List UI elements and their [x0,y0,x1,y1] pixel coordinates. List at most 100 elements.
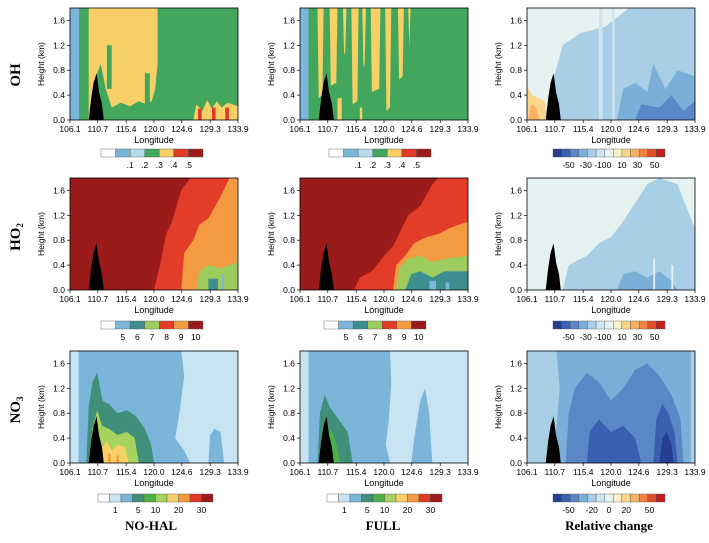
legend-swatch [587,320,597,330]
y-tick-label: 1.2 [283,40,295,50]
legend-swatch [372,493,385,503]
x-tick-label: 133.9 [684,467,706,477]
legend-swatch [656,320,666,330]
legend-label: 0 [607,505,612,515]
legend-swatch [630,493,640,503]
y-tick-label: 0.0 [53,285,65,295]
legend-swatch [656,148,666,158]
contour-region [612,8,615,120]
contour-region [528,104,540,120]
legend-swatch [328,148,344,158]
legend-label: 7 [150,332,155,342]
row-label-ho2: HO2 [8,223,25,251]
legend-label: 30 [426,505,436,515]
terrain-mountain [88,416,104,463]
y-tick-label: 0.8 [53,235,65,245]
legend-swatch [656,493,666,503]
y-tick-label: 1.6 [510,15,522,25]
legend-swatch [613,320,623,330]
x-tick-label: 133.9 [227,124,249,134]
y-tick-label: 1.6 [53,358,65,368]
legend-swatch [173,148,189,158]
legend-label: 20 [403,505,413,515]
legend-label: 5 [120,332,125,342]
legend-label: 5 [136,505,141,515]
y-tick-label: 0.8 [283,65,295,75]
x-tick-label: 129.3 [430,124,452,134]
chart-panel: 0.0 0.4 0.8 1.2 1.6 106.1 110.7 115.4 120.0 124.6… [36,350,249,488]
contour-region [196,262,238,290]
legend-label: 50 [645,505,655,515]
legend-swatch [552,320,562,330]
y-axis-label: Height (km) [493,42,503,86]
legend-label: -30 [580,160,593,170]
legend-swatch [97,493,110,503]
legend-swatch [561,320,571,330]
y-axis-label: Height (km) [493,385,503,429]
legend-swatch [411,320,427,330]
legend-rel-no3: -50 -20 0 20 50 [552,493,666,515]
y-axis-label: Height (km) [36,385,46,429]
y-tick-label: 1.2 [53,383,65,393]
contour-region [198,108,202,120]
x-tick-label: 106.1 [289,467,311,477]
contour-region [181,178,238,290]
x-tick-label: 106.1 [516,124,538,134]
contour-region [598,8,603,120]
x-tick-label: 133.9 [457,294,479,304]
legend-swatch [595,493,605,503]
contour-region [397,8,404,80]
legend-swatch [129,320,145,330]
x-tick-label: 124.6 [401,467,423,477]
contour-region [411,388,433,463]
x-axis-label: Longitude [134,135,174,145]
legend-label: 6 [135,332,140,342]
chart-panel: 0.0 0.4 0.8 1.2 1.6 106.1 110.7 115.4 120.0 124.6… [36,7,249,145]
legend-swatch [178,493,191,503]
x-tick-label: 115.4 [573,294,594,304]
contour-region [212,107,216,120]
legend-label: -10 [594,160,607,170]
legend-label: 7 [373,332,378,342]
legend-label: -20 [586,505,599,515]
y-tick-label: 1.2 [53,210,65,220]
legend-label: .4 [398,160,405,170]
contour-region [106,45,112,89]
legend-swatch [595,320,605,330]
x-tick-label: 124.6 [628,467,650,477]
legend-swatch [638,493,648,503]
legend-label: -50 [562,505,575,515]
legend-label: 10 [380,505,390,515]
chart-panel: 0.0 0.4 0.8 1.2 1.6 106.1 110.7 115.4 120.0 124.6… [493,177,706,315]
legend-swatch [120,493,133,503]
x-tick-label: 120.0 [600,124,622,134]
legend-label: .1 [127,160,134,170]
y-tick-label: 0.8 [510,65,522,75]
contour-field [527,178,695,290]
legend-swatch [132,493,145,503]
x-tick-label: 110.7 [544,467,565,477]
contour-region [108,453,111,463]
x-tick-label: 110.7 [87,294,108,304]
legend-ho2-nohal: 5 6 7 8 9 10 [100,320,204,342]
terrain-mountain [318,416,334,463]
legend-swatch [109,493,122,503]
x-tick-label: 106.1 [516,467,538,477]
terrain-mountain [88,243,104,290]
y-tick-label: 0.8 [510,235,522,245]
y-tick-label: 1.6 [510,185,522,195]
contour-region [562,178,695,290]
y-axis-label: Height (km) [266,42,276,86]
x-tick-label: 129.3 [657,124,679,134]
contour-field [300,8,468,120]
legend-swatch [143,493,156,503]
x-tick-label: 120.0 [373,467,395,477]
x-tick-label: 106.1 [289,124,311,134]
x-tick-label: 133.9 [457,124,479,134]
y-axis-label: Height (km) [493,212,503,256]
y-tick-label: 0.0 [283,458,295,468]
contour-region [221,274,225,290]
legend-swatch [129,148,145,158]
x-tick-label: 129.3 [657,294,679,304]
x-tick-label: 133.9 [457,467,479,477]
